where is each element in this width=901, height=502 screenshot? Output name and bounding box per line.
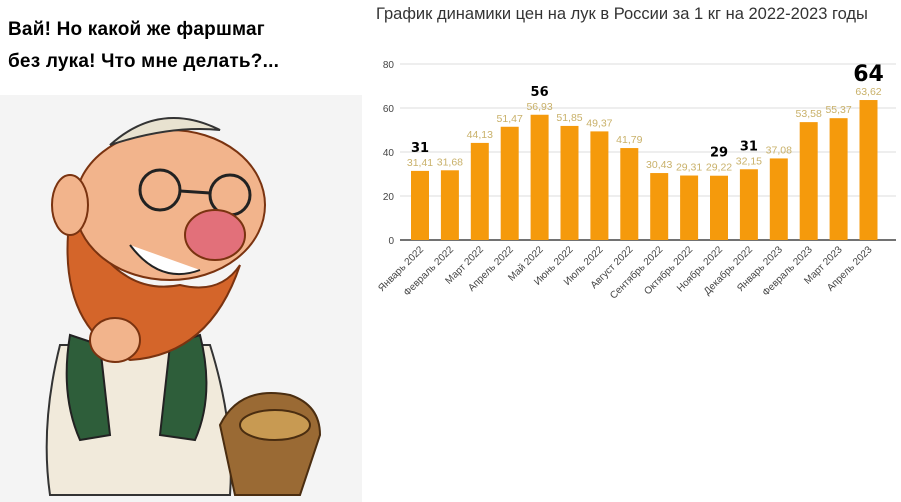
bar bbox=[620, 148, 639, 240]
y-tick-label: 80 bbox=[383, 60, 395, 71]
bar bbox=[769, 158, 788, 240]
y-tick-label: 20 bbox=[383, 192, 395, 203]
y-tick-label: 40 bbox=[383, 148, 395, 159]
bar bbox=[470, 142, 489, 240]
overlay-label: 29 bbox=[710, 146, 728, 161]
y-tick-label: 0 bbox=[388, 236, 394, 247]
data-label: 56,93 bbox=[526, 101, 552, 113]
bar bbox=[680, 175, 699, 240]
meme-caption: Вай! Но какой же фаршмаг без лука! Что м… bbox=[8, 14, 279, 78]
bar bbox=[829, 118, 848, 240]
bar bbox=[500, 126, 519, 240]
bar bbox=[710, 175, 728, 240]
bar bbox=[859, 100, 878, 240]
bar bbox=[440, 170, 459, 240]
data-label: 55,37 bbox=[825, 104, 851, 116]
data-label: 41,79 bbox=[616, 134, 642, 146]
bar bbox=[650, 173, 669, 240]
bar bbox=[560, 125, 579, 240]
bar bbox=[411, 170, 429, 240]
bar bbox=[799, 122, 818, 240]
data-label: 37,08 bbox=[766, 144, 792, 156]
caption-line-2: без лука! Что мне делать?... bbox=[8, 51, 280, 72]
y-tick-label: 60 bbox=[383, 104, 395, 115]
data-label: 49,37 bbox=[586, 117, 612, 129]
data-label: 51,47 bbox=[497, 113, 523, 125]
data-label: 51,85 bbox=[556, 112, 582, 124]
x-tick-label: Сентябрь 2022 bbox=[607, 243, 665, 301]
chart-title: График динамики цен на лук в России за 1… bbox=[376, 5, 868, 23]
data-label: 31,41 bbox=[407, 157, 433, 169]
cartoon-illustration bbox=[0, 95, 362, 502]
data-label: 53,58 bbox=[796, 108, 822, 120]
data-label: 29,31 bbox=[676, 162, 702, 174]
overlay-label: 31 bbox=[411, 141, 429, 156]
bar bbox=[739, 169, 758, 240]
overlay-label: 64 bbox=[853, 62, 884, 87]
data-label: 30,43 bbox=[646, 159, 672, 171]
overlay-label: 31 bbox=[740, 139, 758, 154]
caption-line-1: Вай! Но какой же фаршмаг bbox=[8, 19, 265, 40]
data-label: 32,15 bbox=[736, 155, 762, 167]
bar bbox=[530, 114, 549, 240]
data-label: 63,62 bbox=[855, 86, 881, 98]
overlay-label: 56 bbox=[531, 85, 549, 100]
bar bbox=[590, 131, 609, 240]
data-label: 29,22 bbox=[706, 162, 732, 174]
data-label: 44,13 bbox=[467, 129, 493, 141]
data-label: 31,68 bbox=[437, 156, 463, 168]
